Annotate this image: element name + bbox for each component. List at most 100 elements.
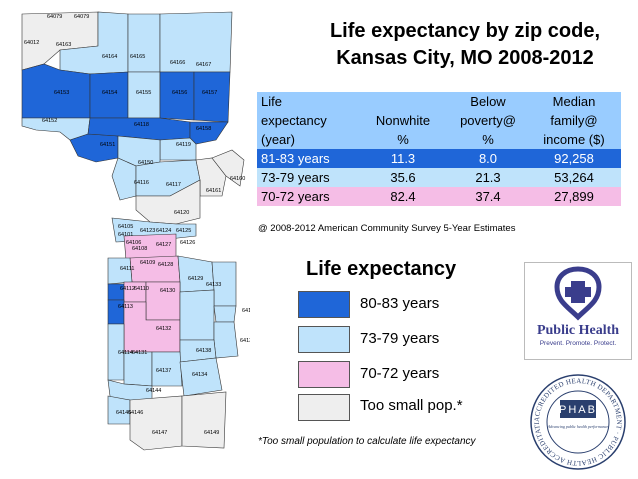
zip-label: 64120 bbox=[174, 210, 189, 216]
zip-label: 64158 bbox=[196, 126, 211, 132]
nonwhite-cell: 11.3 bbox=[357, 149, 449, 168]
public-health-emblem-icon: Public Health Prevent. Promote. Protect. bbox=[537, 266, 619, 347]
legend-swatch-high bbox=[298, 291, 350, 318]
legend-swatch-small bbox=[298, 394, 350, 421]
legend-swatch-low bbox=[298, 361, 350, 388]
header-cell: Median bbox=[527, 92, 621, 111]
zip-label: 64149 bbox=[204, 430, 219, 436]
zip-label: 64134 bbox=[192, 372, 207, 378]
zip-label: 64105 bbox=[118, 224, 133, 230]
region-64147 bbox=[129, 395, 183, 451]
zip-label: 64108 bbox=[132, 246, 147, 252]
header-cell: Life bbox=[257, 92, 357, 111]
zip-code-map: 64079 64079 64163 64164 64165 64166 6416… bbox=[21, 11, 250, 451]
public-health-tagline: Prevent. Promote. Protect. bbox=[540, 340, 617, 347]
region-64158 bbox=[189, 121, 229, 145]
zip-label: 64146 bbox=[128, 410, 143, 416]
zip-labels: 64079 64079 64163 64164 64165 64166 6416… bbox=[24, 14, 250, 436]
income-cell: 27,899 bbox=[527, 187, 621, 206]
zip-label: 64144 bbox=[146, 388, 161, 394]
zip-label: 64110 bbox=[134, 286, 149, 292]
zip-label: 64163 bbox=[56, 42, 71, 48]
header-cell: income ($) bbox=[527, 130, 621, 149]
region-64110 bbox=[123, 281, 147, 303]
title-line-1: Life expectancy by zip code, bbox=[329, 20, 601, 42]
zip-label: 64130 bbox=[160, 288, 175, 294]
zip-label: 64157 bbox=[202, 90, 217, 96]
zip-label: 64127 bbox=[156, 242, 171, 248]
zip-label: 64111 bbox=[120, 266, 134, 272]
zip-label: 64152 bbox=[42, 118, 57, 124]
legend-label-small: Too small pop.* bbox=[360, 397, 463, 414]
zip-label: 64145 bbox=[116, 410, 131, 416]
zip-label: 64106 bbox=[126, 240, 141, 246]
legend-label-mid: 73-79 years bbox=[360, 330, 440, 347]
zip-label: 64160 bbox=[230, 176, 245, 182]
region-64134 bbox=[179, 357, 223, 397]
table-header-row: expectancy Nonwhite poverty@ family@ bbox=[257, 111, 621, 130]
region-64137 bbox=[151, 351, 183, 387]
table-header-row: Life Below Median bbox=[257, 92, 621, 111]
zip-label: 64136 bbox=[242, 308, 250, 314]
title-line-2: Kansas City, MO 2008-2012 bbox=[336, 47, 594, 69]
zip-label: 64114 bbox=[118, 350, 133, 356]
header-cell: poverty@ bbox=[449, 111, 527, 130]
nonwhite-cell: 35.6 bbox=[357, 168, 449, 187]
zip-label: 64109 bbox=[140, 260, 155, 266]
legend-label-low: 70-72 years bbox=[360, 365, 440, 382]
poverty-cell: 8.0 bbox=[449, 149, 527, 168]
zip-label: 64155 bbox=[136, 90, 151, 96]
zip-label: 64124 bbox=[156, 228, 171, 234]
region-64139 bbox=[213, 321, 239, 359]
phab-small-text: Advancing public health performance bbox=[547, 424, 609, 429]
phab-seal-icon: ACCREDITED HEALTH DEPARTMENT · PUBLIC HE… bbox=[528, 372, 626, 470]
region-64151 bbox=[69, 133, 119, 163]
range-cell: 70-72 years bbox=[257, 187, 357, 206]
header-cell bbox=[357, 92, 449, 111]
zip-label: 64138 bbox=[196, 348, 211, 354]
map-title: Life expectancy by zip code, Kansas City… bbox=[300, 18, 630, 72]
range-cell: 73-79 years bbox=[257, 168, 357, 187]
zip-label: 64151 bbox=[100, 142, 115, 148]
map-regions bbox=[21, 11, 245, 451]
zip-label: 64164 bbox=[102, 54, 117, 60]
zip-label: 64165 bbox=[130, 54, 145, 60]
region-64160 bbox=[211, 149, 245, 187]
zip-label: 64119 bbox=[176, 142, 191, 148]
header-cell: % bbox=[357, 130, 449, 149]
zip-label: 64139 bbox=[240, 338, 250, 344]
zip-label: 64131 bbox=[132, 350, 147, 356]
table-header-row: (year) % % income ($) bbox=[257, 130, 621, 149]
range-cell: 81-83 years bbox=[257, 149, 357, 168]
region-64131 bbox=[123, 351, 153, 387]
table-row: 73-79 years 35.6 21.3 53,264 bbox=[257, 168, 621, 187]
region-north-64165 bbox=[127, 13, 161, 73]
region-64136 bbox=[213, 305, 237, 323]
zip-label: 64154 bbox=[102, 90, 117, 96]
stats-table: Life Below Median expectancy Nonwhite po… bbox=[257, 92, 621, 206]
data-source: @ 2008-2012 American Community Survey 5-… bbox=[258, 223, 516, 234]
zip-label: 64113 bbox=[118, 304, 133, 310]
footnote: *Too small population to calculate life … bbox=[258, 436, 476, 447]
zip-label: 64137 bbox=[156, 368, 171, 374]
zip-label: 64128 bbox=[158, 262, 173, 268]
public-health-logo: Public Health Prevent. Promote. Protect. bbox=[524, 262, 632, 360]
zip-label: 64133 bbox=[206, 282, 221, 288]
zip-label: 64079 bbox=[74, 14, 89, 20]
zip-label: 64161 bbox=[206, 188, 221, 194]
poverty-cell: 21.3 bbox=[449, 168, 527, 187]
zip-label: 64112 bbox=[120, 286, 135, 292]
zip-label: 64166 bbox=[170, 60, 185, 66]
zip-label: 64117 bbox=[166, 182, 181, 188]
zip-label: 64079 bbox=[47, 14, 62, 20]
zip-label: 64123 bbox=[140, 228, 155, 234]
zip-label: 64147 bbox=[152, 430, 167, 436]
zip-label: 64167 bbox=[196, 62, 211, 68]
zip-label: 64012 bbox=[24, 40, 39, 46]
region-64157 bbox=[193, 71, 231, 123]
region-64156 bbox=[159, 71, 195, 121]
header-cell: expectancy bbox=[257, 111, 357, 130]
phab-center-text: PHAB bbox=[559, 404, 597, 416]
header-cell: Nonwhite bbox=[357, 111, 449, 130]
zip-label: 64132 bbox=[156, 326, 171, 332]
